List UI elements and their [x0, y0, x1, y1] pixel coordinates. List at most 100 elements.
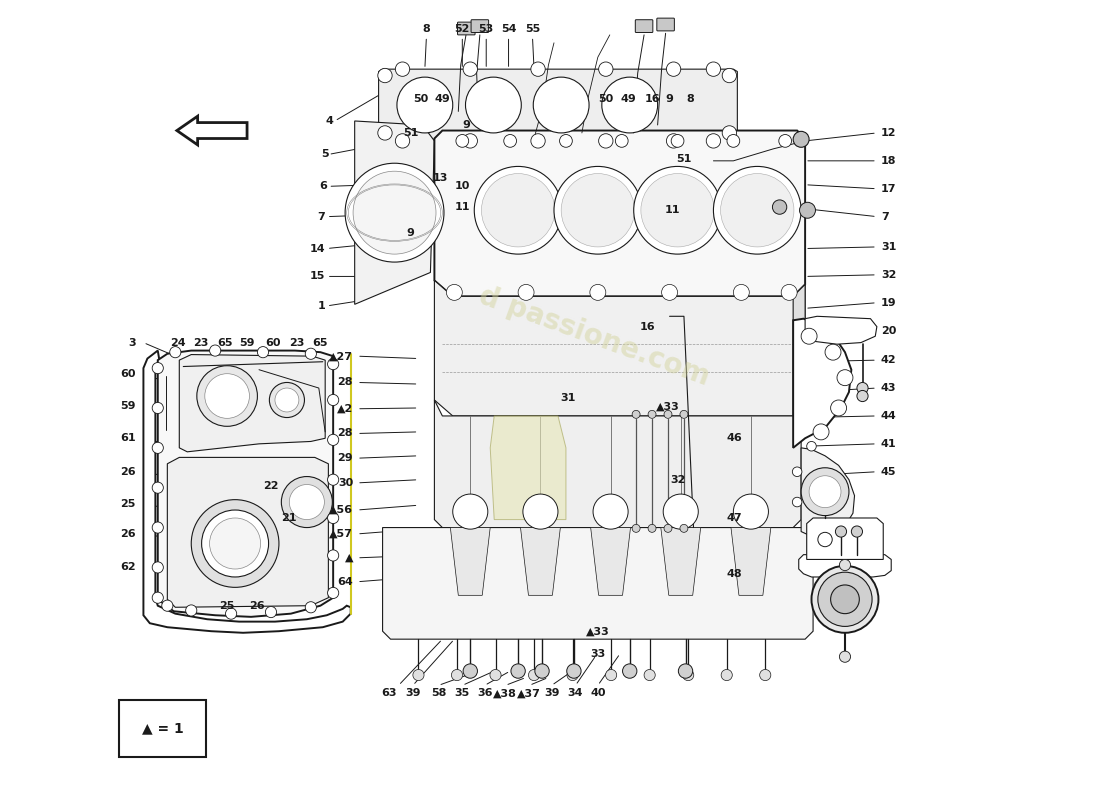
Polygon shape: [450, 527, 491, 595]
Text: 16: 16: [639, 322, 656, 332]
Circle shape: [680, 410, 688, 418]
Circle shape: [455, 134, 469, 147]
Circle shape: [760, 670, 771, 681]
Text: 32: 32: [670, 474, 685, 485]
Text: 34: 34: [568, 688, 583, 698]
Circle shape: [474, 166, 562, 254]
Circle shape: [810, 476, 842, 508]
Circle shape: [830, 400, 847, 416]
Circle shape: [566, 664, 581, 678]
Circle shape: [395, 62, 409, 76]
Circle shape: [275, 388, 299, 412]
Polygon shape: [434, 400, 801, 527]
Text: ▲56: ▲56: [329, 505, 353, 515]
Polygon shape: [354, 121, 434, 304]
Circle shape: [169, 346, 180, 358]
Text: 15: 15: [310, 271, 326, 282]
Circle shape: [328, 434, 339, 446]
Text: 41: 41: [881, 439, 896, 449]
Circle shape: [306, 602, 317, 613]
Circle shape: [152, 402, 163, 414]
Text: 49: 49: [434, 94, 450, 104]
Circle shape: [210, 345, 221, 356]
Text: 9: 9: [666, 94, 673, 104]
Text: ▲ = 1: ▲ = 1: [142, 722, 184, 735]
Text: 61: 61: [120, 434, 135, 443]
Text: ▲33: ▲33: [656, 402, 680, 411]
Circle shape: [818, 572, 872, 626]
Text: 53: 53: [478, 24, 494, 34]
Circle shape: [593, 494, 628, 529]
Circle shape: [671, 134, 684, 147]
Circle shape: [328, 394, 339, 406]
Circle shape: [518, 285, 535, 300]
Text: 60: 60: [120, 370, 135, 379]
Circle shape: [723, 68, 737, 82]
Polygon shape: [179, 354, 326, 452]
Circle shape: [839, 559, 850, 570]
Text: 31: 31: [560, 394, 575, 403]
Text: 51: 51: [676, 154, 692, 164]
Text: 63: 63: [382, 688, 397, 698]
Polygon shape: [167, 458, 329, 607]
FancyBboxPatch shape: [657, 18, 674, 31]
Circle shape: [328, 358, 339, 370]
Circle shape: [806, 442, 816, 451]
Text: 33: 33: [591, 649, 605, 658]
Circle shape: [395, 134, 409, 148]
Circle shape: [835, 526, 847, 537]
Polygon shape: [157, 350, 333, 617]
Text: ▲38: ▲38: [494, 688, 517, 698]
Circle shape: [830, 585, 859, 614]
Circle shape: [781, 285, 798, 300]
Circle shape: [648, 410, 656, 418]
Circle shape: [793, 131, 810, 147]
Circle shape: [772, 200, 786, 214]
Circle shape: [679, 664, 693, 678]
Text: 25: 25: [120, 498, 135, 509]
Circle shape: [615, 134, 628, 147]
Polygon shape: [793, 285, 805, 416]
Text: 44: 44: [881, 411, 896, 421]
Text: 35: 35: [454, 688, 470, 698]
Circle shape: [270, 382, 305, 418]
Text: 48: 48: [727, 569, 742, 578]
Polygon shape: [661, 527, 701, 595]
Circle shape: [602, 77, 658, 133]
Text: 36: 36: [477, 688, 493, 698]
Text: 55: 55: [525, 24, 540, 34]
Circle shape: [152, 482, 163, 494]
Circle shape: [465, 77, 521, 133]
Circle shape: [306, 348, 317, 359]
Text: 9: 9: [462, 120, 470, 130]
Text: 46: 46: [727, 434, 742, 443]
Polygon shape: [434, 130, 805, 296]
Text: 32: 32: [881, 270, 896, 280]
Text: 8: 8: [686, 94, 694, 104]
Text: 26: 26: [250, 601, 265, 610]
Text: 20: 20: [881, 326, 896, 336]
Circle shape: [197, 366, 257, 426]
Circle shape: [664, 524, 672, 532]
Text: 25: 25: [219, 601, 234, 610]
Circle shape: [191, 500, 279, 587]
Circle shape: [566, 670, 579, 681]
Text: 10: 10: [454, 182, 470, 191]
Polygon shape: [793, 318, 851, 448]
Circle shape: [535, 664, 549, 678]
Text: 31: 31: [881, 242, 896, 252]
Text: ▲33: ▲33: [586, 626, 609, 636]
Text: 14: 14: [309, 243, 326, 254]
Circle shape: [605, 670, 617, 681]
Polygon shape: [591, 527, 630, 595]
Text: 13: 13: [433, 174, 449, 183]
Circle shape: [201, 510, 268, 577]
Circle shape: [345, 163, 444, 262]
Circle shape: [632, 524, 640, 532]
Text: ▲37: ▲37: [517, 688, 541, 698]
Circle shape: [522, 494, 558, 529]
Text: 23: 23: [194, 338, 209, 347]
Circle shape: [727, 134, 739, 147]
Text: 22: 22: [263, 481, 278, 491]
FancyBboxPatch shape: [458, 22, 475, 35]
